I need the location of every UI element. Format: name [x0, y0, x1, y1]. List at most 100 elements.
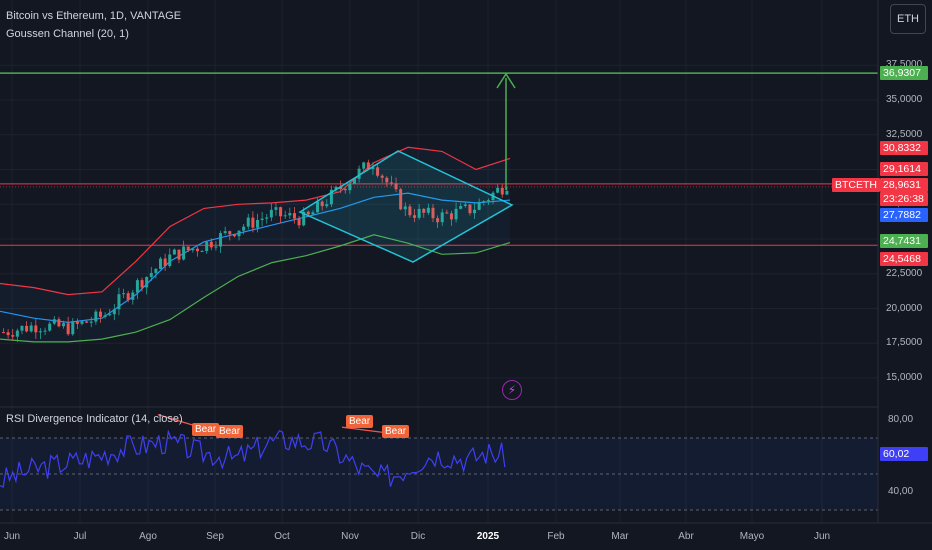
price-tag: 28,9631 [880, 178, 928, 192]
price-tick-label: 35,0000 [886, 94, 923, 105]
candle-body [408, 206, 412, 216]
candle-body [94, 311, 98, 322]
candle-body [399, 189, 403, 210]
price-tick-label: 17,5000 [886, 337, 923, 349]
candle-body [103, 315, 107, 317]
time-axis-label: Ago [139, 531, 157, 542]
time-axis-label: Nov [341, 531, 359, 542]
time-axis-label: Mar [611, 531, 629, 542]
candle-body [242, 226, 246, 231]
rsi-title[interactable]: RSI Divergence Indicator (14, close) [6, 413, 183, 425]
candle-body [6, 332, 10, 336]
candle-body [500, 187, 504, 195]
candle-body [426, 207, 430, 213]
time-axis-label: Dic [410, 531, 426, 542]
price-tick-label: 37,5000 [886, 59, 923, 71]
candle-body [75, 321, 79, 324]
price-tick-label: 20,0000 [886, 302, 923, 314]
candle-body [71, 321, 75, 335]
candle-body [440, 212, 444, 223]
candle-body [43, 330, 47, 332]
candle-body [357, 168, 361, 179]
candle-body [325, 204, 329, 207]
candle-body [403, 206, 407, 210]
candle-body [431, 207, 435, 219]
candle-body [473, 209, 477, 214]
time-axis-label: Sep [206, 531, 224, 542]
candle-body [200, 251, 204, 253]
candle-body [232, 234, 236, 237]
time-axis-label: 2025 [476, 531, 500, 542]
candle-body [140, 280, 144, 288]
candle-body [477, 202, 481, 210]
candle-body [482, 201, 486, 203]
candle-body [149, 272, 153, 277]
grid [0, 0, 878, 523]
candle-body [343, 188, 347, 191]
price-tick-label: 22,5000 [886, 267, 923, 279]
candle-body [62, 323, 66, 327]
candle-body [195, 248, 199, 252]
candle-body [496, 187, 500, 193]
candle-body [389, 182, 393, 184]
candle-body [112, 309, 116, 315]
lower-band-line [0, 234, 511, 343]
candle-body [297, 218, 301, 226]
candle-body [394, 183, 398, 190]
candle-body [505, 190, 509, 195]
rsi-tick-label: 40,00 [888, 486, 914, 497]
candle-body [352, 178, 356, 184]
candle-body [15, 330, 19, 337]
candle-body [25, 325, 29, 332]
symbol-button[interactable]: ETH [890, 4, 926, 34]
candle-body [256, 219, 259, 228]
gaussian-channel [0, 146, 511, 343]
time-axis-label: Jun [3, 531, 21, 542]
bear-label: Bear [192, 423, 220, 436]
candle-body [48, 323, 52, 331]
candle-body [117, 294, 121, 310]
candle-body [159, 258, 163, 269]
candle-body [186, 246, 190, 251]
candle-body [177, 249, 181, 260]
diamond-pattern [298, 150, 514, 263]
candle-body [362, 162, 366, 169]
rsi-line [0, 429, 506, 489]
arrow-head [496, 72, 516, 89]
time-axis-label: Abr [678, 531, 694, 542]
rsi-panel [0, 413, 878, 511]
bear-label: Bear [346, 415, 374, 428]
indicator-title[interactable]: Goussen Channel (20, 1) [6, 28, 129, 40]
rsi-current-tag: 60,02 [880, 447, 928, 461]
upper-band-line [0, 146, 511, 296]
candle-body [11, 335, 15, 337]
lightning-icon[interactable]: ⚡ [502, 380, 522, 400]
price-tag: 23:26:38 [880, 192, 928, 206]
candle-body [445, 212, 449, 214]
bear-label: Bear [382, 425, 410, 438]
candle-body [260, 218, 264, 220]
candle-body [371, 167, 375, 169]
candle-body [329, 189, 333, 205]
price-tick-label: 32,5000 [886, 128, 923, 140]
symbol-title[interactable]: Bitcoin vs Ethereum, 1D, VANTAGE [6, 10, 182, 22]
candle-body [288, 213, 292, 216]
candle-body [205, 241, 209, 252]
candle-body [246, 217, 250, 227]
candle-body [131, 292, 135, 300]
candle-body [366, 162, 370, 169]
candle-body [163, 258, 167, 267]
candle-body [320, 201, 324, 207]
price-tag: 24,7431 [880, 234, 928, 248]
candle-body [269, 209, 273, 218]
candle-body [168, 254, 172, 267]
candle-body [380, 175, 384, 178]
price-tag: 36,9307 [880, 66, 928, 80]
candle-body [191, 248, 195, 251]
time-axis-label: Feb [547, 531, 565, 542]
candle-body [348, 183, 352, 191]
candle-body [376, 167, 380, 176]
candle-body [306, 211, 310, 215]
candle-body [228, 231, 232, 235]
